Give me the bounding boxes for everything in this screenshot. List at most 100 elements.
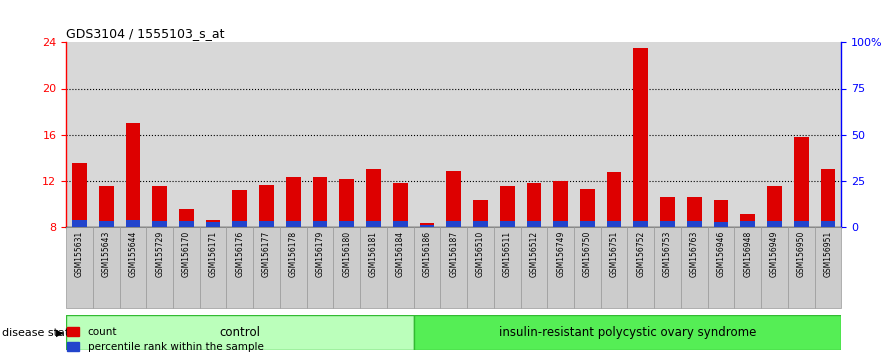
Text: GSM156178: GSM156178 — [289, 231, 298, 277]
Bar — [607, 221, 621, 227]
Bar — [313, 177, 328, 227]
Text: GSM156180: GSM156180 — [343, 231, 352, 277]
Bar — [494, 227, 521, 308]
Bar — [815, 227, 841, 308]
Bar — [286, 221, 300, 227]
Bar — [447, 221, 461, 227]
Bar — [794, 221, 809, 227]
Bar — [93, 227, 120, 308]
Bar — [72, 220, 87, 227]
Bar — [633, 48, 648, 227]
Bar — [687, 197, 701, 227]
Text: GSM156753: GSM156753 — [663, 231, 672, 277]
Bar — [500, 186, 515, 227]
Bar — [366, 169, 381, 227]
Text: GSM156170: GSM156170 — [181, 231, 191, 277]
Bar — [707, 227, 735, 308]
Bar — [413, 227, 440, 308]
Bar — [681, 227, 707, 308]
Bar — [152, 186, 167, 227]
Bar — [66, 315, 413, 350]
Bar — [761, 227, 788, 308]
Bar — [527, 183, 541, 227]
Bar — [735, 227, 761, 308]
Bar — [413, 315, 841, 350]
Bar — [553, 181, 568, 227]
Text: GSM156948: GSM156948 — [744, 231, 752, 277]
Bar — [253, 227, 280, 308]
Bar — [820, 169, 835, 227]
Bar — [120, 227, 146, 308]
Bar — [99, 221, 114, 227]
Bar — [473, 200, 488, 227]
Text: GSM155631: GSM155631 — [75, 231, 84, 277]
Legend: count, percentile rank within the sample: count, percentile rank within the sample — [67, 327, 263, 352]
Bar — [500, 221, 515, 227]
Text: GSM156750: GSM156750 — [583, 231, 592, 277]
Bar — [794, 137, 809, 227]
Text: GSM156187: GSM156187 — [449, 231, 458, 277]
Bar — [152, 221, 167, 227]
Bar — [126, 220, 140, 227]
Bar — [447, 171, 461, 227]
Bar — [259, 221, 274, 227]
Bar — [521, 227, 547, 308]
Bar — [366, 221, 381, 227]
Bar — [660, 197, 675, 227]
Bar — [714, 222, 729, 227]
Bar — [788, 227, 815, 308]
Text: control: control — [219, 326, 261, 339]
Bar — [527, 221, 541, 227]
Bar — [601, 227, 627, 308]
Text: GDS3104 / 1555103_s_at: GDS3104 / 1555103_s_at — [66, 27, 225, 40]
Bar — [66, 227, 93, 308]
Bar — [333, 227, 360, 308]
Text: GSM155729: GSM155729 — [155, 231, 164, 277]
Bar — [339, 221, 354, 227]
Bar — [419, 223, 434, 227]
Bar — [574, 227, 601, 308]
Bar — [767, 186, 781, 227]
Bar — [714, 200, 729, 227]
Text: GSM156512: GSM156512 — [529, 231, 538, 277]
Bar — [179, 221, 194, 227]
Text: GSM156510: GSM156510 — [476, 231, 485, 277]
Bar — [307, 227, 333, 308]
Bar — [473, 221, 488, 227]
Text: GSM156763: GSM156763 — [690, 231, 699, 277]
Text: GSM156946: GSM156946 — [716, 231, 726, 277]
Bar — [740, 214, 755, 227]
Bar — [553, 221, 568, 227]
Bar — [146, 227, 173, 308]
Bar — [387, 227, 413, 308]
Text: insulin-resistant polycystic ovary syndrome: insulin-resistant polycystic ovary syndr… — [499, 326, 756, 339]
Bar — [206, 222, 220, 227]
Bar — [72, 163, 87, 227]
Bar — [280, 227, 307, 308]
Bar — [440, 227, 467, 308]
Bar — [627, 227, 655, 308]
Bar — [339, 179, 354, 227]
Text: GSM156177: GSM156177 — [262, 231, 271, 277]
Bar — [687, 221, 701, 227]
Bar — [360, 227, 387, 308]
Text: GSM156511: GSM156511 — [503, 231, 512, 277]
Bar — [200, 227, 226, 308]
Text: GSM156186: GSM156186 — [423, 231, 432, 277]
Bar — [820, 221, 835, 227]
Text: GSM156950: GSM156950 — [796, 231, 806, 277]
Bar — [233, 190, 248, 227]
Text: GSM156749: GSM156749 — [556, 231, 565, 277]
Bar — [206, 219, 220, 227]
Bar — [467, 227, 494, 308]
Bar — [126, 123, 140, 227]
Text: GSM156171: GSM156171 — [209, 231, 218, 277]
Text: ▶: ▶ — [56, 328, 63, 338]
Text: GSM156751: GSM156751 — [610, 231, 618, 277]
Bar — [633, 221, 648, 227]
Bar — [259, 185, 274, 227]
Bar — [419, 225, 434, 227]
Text: disease state: disease state — [2, 328, 76, 338]
Text: GSM155643: GSM155643 — [101, 231, 111, 277]
Bar — [547, 227, 574, 308]
